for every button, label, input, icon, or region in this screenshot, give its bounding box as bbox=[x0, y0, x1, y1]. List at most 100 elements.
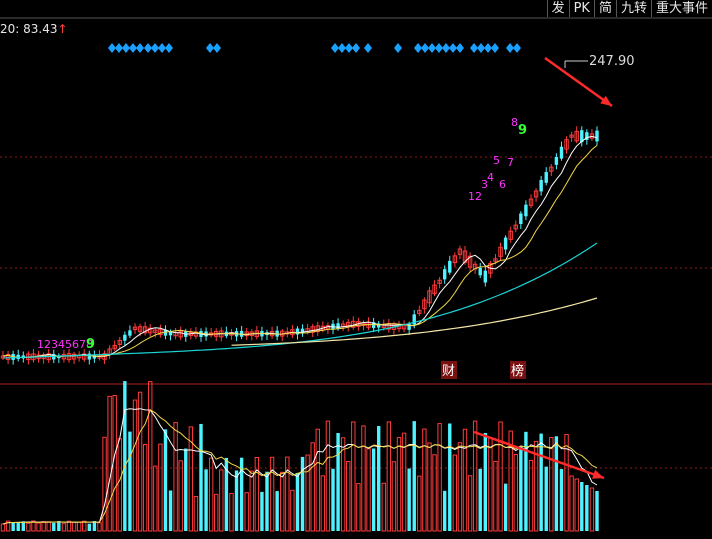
candle-body bbox=[5, 353, 11, 360]
nine-turn-sequence-left-9: 9 bbox=[86, 337, 95, 352]
candle-body bbox=[448, 260, 452, 273]
candle-body bbox=[513, 224, 518, 230]
candle-body bbox=[87, 353, 92, 360]
volume-bar bbox=[417, 475, 422, 532]
candle-body bbox=[153, 329, 158, 333]
volume-bar bbox=[254, 456, 260, 532]
volume-bar bbox=[366, 448, 371, 532]
volume-bar bbox=[184, 448, 188, 531]
toolbar-button-fa[interactable]: 发 bbox=[546, 0, 569, 17]
candle-body bbox=[564, 139, 569, 150]
signal-diamond-icon bbox=[158, 43, 166, 53]
volume-bar bbox=[188, 426, 194, 532]
toolbar-button-pk[interactable]: PK bbox=[568, 0, 594, 17]
candle-body bbox=[580, 130, 584, 143]
candle-body bbox=[148, 327, 153, 334]
chart-toolbar: 发 PK 简 九转 重大事件 bbox=[546, 0, 712, 17]
volume-bar bbox=[305, 454, 310, 532]
signal-diamond-icon bbox=[213, 43, 221, 53]
signal-diamond-icon bbox=[477, 43, 485, 53]
event-tag-box bbox=[510, 361, 526, 379]
candle-body bbox=[412, 314, 416, 325]
volume-bar bbox=[142, 444, 148, 532]
volume-bar bbox=[76, 521, 82, 532]
signal-diamond-icon bbox=[115, 43, 123, 53]
candle-body bbox=[549, 166, 554, 172]
signal-diamond-row bbox=[108, 43, 521, 53]
volume-bar bbox=[117, 438, 122, 532]
candle-body bbox=[417, 309, 422, 314]
volume-bar bbox=[66, 520, 72, 532]
candle-body bbox=[163, 329, 168, 336]
candle-body bbox=[467, 255, 473, 268]
volume-ma5-line bbox=[2, 408, 598, 525]
volume-bar bbox=[422, 428, 427, 532]
candle-body bbox=[544, 172, 548, 183]
volume-bar bbox=[478, 468, 482, 531]
signal-diamond-icon bbox=[151, 43, 159, 53]
volume-bar bbox=[41, 521, 46, 532]
volume-bar bbox=[493, 460, 498, 532]
candle-body bbox=[137, 326, 143, 332]
signal-diamond-icon bbox=[470, 43, 478, 53]
candle-body bbox=[112, 344, 117, 350]
toolbar-button-jian[interactable]: 简 bbox=[593, 0, 616, 17]
volume-bar bbox=[87, 523, 92, 531]
volume-bar bbox=[448, 423, 452, 531]
volume-bar bbox=[46, 521, 51, 532]
volume-bar bbox=[137, 391, 143, 532]
volume-bar bbox=[290, 489, 295, 532]
volume-bar bbox=[589, 487, 595, 532]
candle-body bbox=[66, 353, 72, 361]
candle-body bbox=[585, 132, 589, 140]
volume-bar bbox=[336, 432, 340, 531]
volume-bar bbox=[340, 437, 346, 532]
signal-diamond-icon bbox=[421, 43, 429, 53]
volume-bar bbox=[61, 523, 67, 532]
candle-body bbox=[533, 190, 539, 198]
volume-bar bbox=[524, 431, 528, 531]
toolbar-button-nine-turn[interactable]: 九转 bbox=[615, 0, 651, 17]
volume-bar bbox=[208, 457, 214, 532]
volume-bar bbox=[153, 465, 158, 532]
volume-bar bbox=[533, 440, 539, 532]
candle-body bbox=[539, 179, 543, 192]
volume-bar bbox=[5, 520, 11, 532]
candle-body bbox=[422, 299, 427, 310]
volume-bar bbox=[158, 443, 163, 532]
signal-diamond-icon bbox=[345, 43, 353, 53]
volume-bar bbox=[407, 468, 411, 531]
volume-bar bbox=[457, 442, 463, 532]
volume-bar bbox=[472, 420, 478, 532]
volume-bar bbox=[244, 492, 249, 532]
volume-bar bbox=[519, 446, 523, 531]
candle-body bbox=[437, 279, 442, 284]
candle-body bbox=[427, 290, 432, 304]
volume-bar bbox=[31, 520, 36, 532]
signal-diamond-icon bbox=[414, 43, 422, 53]
volume-bar bbox=[295, 472, 300, 531]
candle-body bbox=[569, 134, 574, 138]
volume-bar bbox=[199, 423, 203, 531]
volume-bar bbox=[132, 399, 138, 532]
candle-body bbox=[595, 130, 599, 142]
volume-bar bbox=[376, 426, 381, 531]
volume-bar bbox=[285, 456, 290, 532]
chart-grid bbox=[0, 17, 712, 469]
volume-bar bbox=[569, 475, 574, 532]
toolbar-button-major-events[interactable]: 重大事件 bbox=[650, 0, 712, 17]
volume-bar bbox=[280, 471, 285, 532]
volume-bar bbox=[52, 522, 56, 531]
candle-body bbox=[142, 326, 148, 334]
volume-bar bbox=[260, 491, 264, 531]
candle-body bbox=[493, 258, 498, 262]
volume-bar bbox=[554, 436, 559, 531]
volume-bar bbox=[224, 457, 229, 531]
candle-body bbox=[178, 330, 183, 338]
candle-body bbox=[132, 326, 138, 331]
candle-body bbox=[589, 133, 595, 139]
volume-bar bbox=[595, 491, 599, 531]
volume-bar bbox=[11, 522, 15, 531]
up-arrow-icon: ↑ bbox=[57, 22, 68, 36]
nine-turn-digit: 2 bbox=[475, 190, 482, 203]
